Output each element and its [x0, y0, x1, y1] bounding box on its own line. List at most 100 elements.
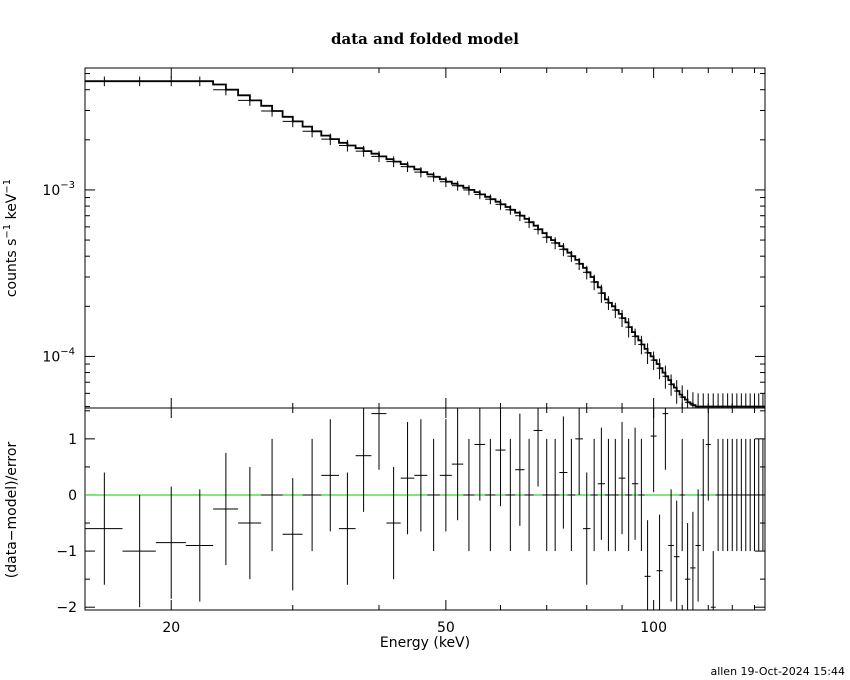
residual-point — [710, 551, 716, 610]
y-tick-label: 0 — [68, 488, 77, 504]
data-point — [739, 393, 744, 408]
data-point — [760, 393, 765, 408]
data-point — [715, 393, 721, 408]
data-point — [321, 133, 339, 146]
data-point — [673, 380, 680, 404]
data-point — [302, 125, 322, 138]
data-point — [550, 237, 560, 250]
residual-point — [474, 408, 486, 501]
data-point — [451, 181, 464, 191]
residual-point — [582, 472, 591, 585]
ylabel-sup2: −1 — [2, 179, 13, 194]
data-point — [644, 343, 651, 365]
data-point — [439, 176, 452, 188]
data-point — [474, 189, 486, 200]
y-tick-exponent: −3 — [60, 180, 75, 191]
residual-point — [85, 472, 123, 585]
residual-point — [673, 500, 680, 610]
residual-point — [638, 438, 645, 552]
residual-point — [550, 438, 560, 552]
data-point — [386, 156, 401, 168]
residual-point — [668, 489, 674, 602]
ylabel-sup1: −1 — [2, 224, 13, 239]
residual-point — [604, 438, 612, 552]
residual-point — [756, 438, 761, 552]
residual-point — [495, 408, 506, 507]
residual-point — [542, 438, 551, 552]
data-point — [684, 389, 691, 408]
data-point — [747, 393, 753, 408]
data-point — [656, 358, 663, 380]
residual-point — [597, 427, 605, 540]
data-point — [743, 393, 748, 408]
data-points — [85, 76, 765, 408]
data-point — [400, 161, 415, 173]
data-point — [155, 76, 186, 87]
residuals-axes: 20 50 100 1 0 −1 −2 — [56, 408, 765, 636]
y-tick-label: −1 — [56, 544, 77, 560]
residual-point — [625, 438, 632, 552]
spectrum-axes: 10 −3 10−4 — [42, 68, 765, 408]
chart-title: data and folded model — [331, 30, 519, 48]
residual-point — [355, 408, 372, 512]
data-point — [638, 335, 645, 355]
y-tick-base: 10 — [42, 349, 60, 365]
residual-point — [747, 438, 753, 552]
residual-point — [427, 438, 440, 552]
data-point — [533, 224, 543, 235]
residual-point — [122, 494, 156, 608]
data-point — [679, 385, 685, 408]
residual-point — [321, 419, 339, 532]
y-tick-label: −2 — [56, 600, 77, 616]
residual-point — [656, 514, 663, 610]
model-step-line — [85, 80, 765, 408]
data-point — [695, 393, 701, 408]
data-point — [582, 265, 591, 280]
residual-point — [684, 523, 691, 610]
residual-point — [485, 438, 496, 552]
data-point — [485, 194, 496, 205]
data-point — [85, 76, 123, 87]
data-point — [729, 393, 735, 408]
residual-point — [185, 489, 214, 602]
data-point — [668, 374, 674, 396]
data-point — [495, 199, 506, 210]
x-tick-label: 20 — [162, 620, 180, 636]
residual-point — [238, 466, 262, 580]
data-point — [720, 393, 726, 408]
residual-point — [705, 408, 711, 501]
residual-point — [213, 452, 239, 566]
data-point — [631, 328, 639, 346]
residual-point — [631, 427, 639, 540]
residual-point — [386, 466, 401, 580]
residual-point — [725, 438, 730, 552]
residual-point — [720, 438, 726, 552]
residuals-ylabel: (data−model)/error — [4, 442, 20, 579]
spectrum-ylabel: counts s−1 keV−1 — [2, 179, 20, 297]
residual-point — [743, 438, 748, 552]
data-point — [725, 393, 730, 408]
data-point — [515, 210, 525, 222]
data-point — [524, 216, 534, 229]
data-point — [414, 167, 428, 178]
data-point — [355, 145, 372, 157]
data-point — [122, 76, 156, 87]
residual-point — [760, 438, 765, 552]
residual-point — [505, 438, 516, 552]
residual-point — [302, 438, 322, 552]
residual-point — [690, 511, 696, 610]
data-point — [611, 302, 619, 319]
data-point — [261, 105, 283, 117]
residual-points — [85, 408, 765, 610]
data-point — [710, 393, 716, 408]
y-tick-label: 10−4 — [42, 346, 75, 365]
x-axis-label: Energy (keV) — [380, 635, 470, 651]
data-point — [559, 243, 568, 257]
model-curve — [85, 80, 765, 408]
residual-point — [715, 438, 721, 552]
residual-point — [559, 416, 568, 529]
data-point — [505, 205, 516, 215]
residual-point — [524, 438, 534, 552]
residual-point — [662, 408, 669, 470]
